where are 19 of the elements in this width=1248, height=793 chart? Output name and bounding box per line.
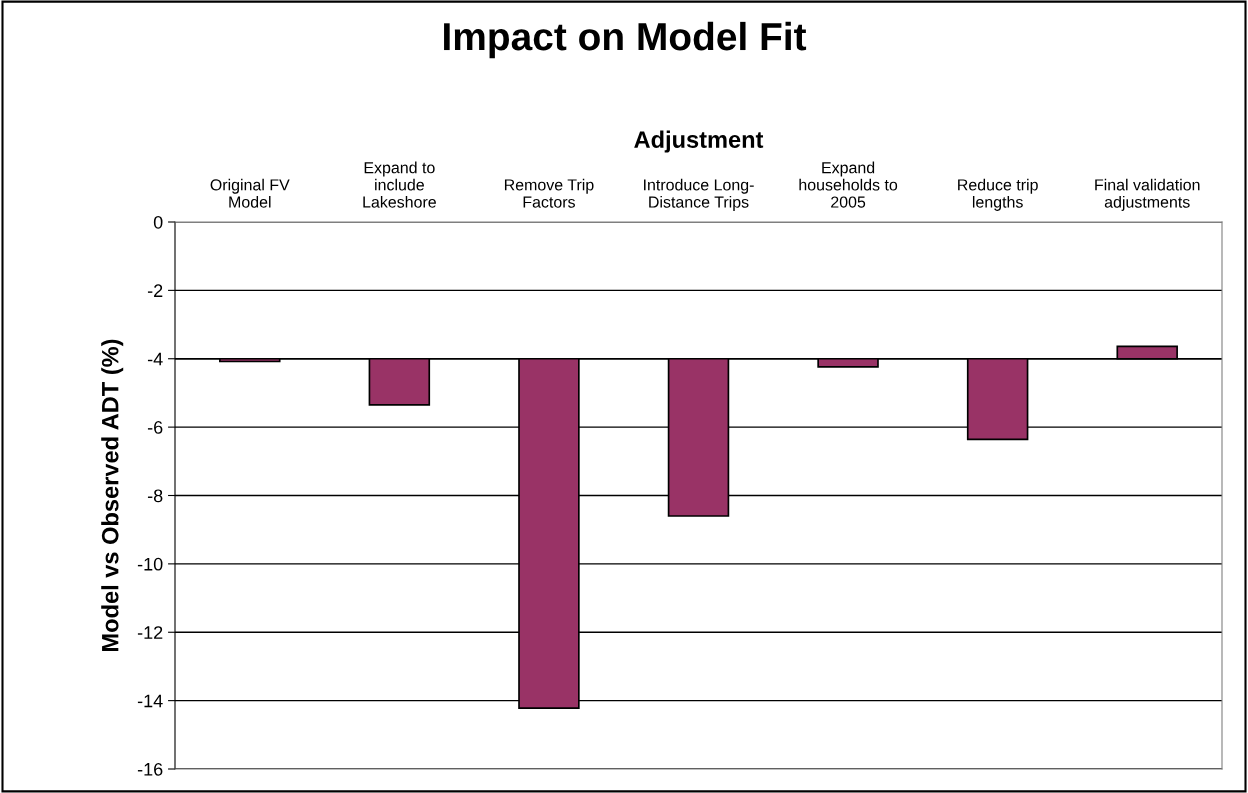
x-tick-label: Final validation adjustments — [1095, 178, 1200, 211]
x-tick-label: Original FV Model — [210, 178, 290, 208]
y-tick-label: -6 — [147, 421, 163, 434]
y-tick-label: -12 — [137, 626, 163, 639]
chart-title: Impact on Model Fit — [444, 21, 807, 59]
y-tick-label: -14 — [137, 694, 163, 708]
y-tick-label: -16 — [137, 762, 163, 776]
y-tick-label: 0 — [153, 215, 163, 229]
y-tick-label: -8 — [147, 489, 163, 503]
x-tick-label: Reduce trip lengths — [958, 178, 1038, 211]
x-axis-title: Adjustment — [634, 130, 764, 153]
x-tick-label: Introduce Long- Distance Trips — [644, 178, 754, 211]
x-tick-label: Expand to include Lakeshore — [363, 161, 436, 208]
y-tick-label: -10 — [137, 557, 163, 571]
y-tick-label: -4 — [147, 352, 163, 366]
x-tick-label: Remove Trip Factors — [504, 178, 594, 208]
y-axis-title: Model vs Observed ADT (%) — [101, 339, 124, 651]
y-tick-label: -2 — [147, 284, 163, 297]
x-tick-label: Expand households to 2005 — [799, 161, 898, 208]
